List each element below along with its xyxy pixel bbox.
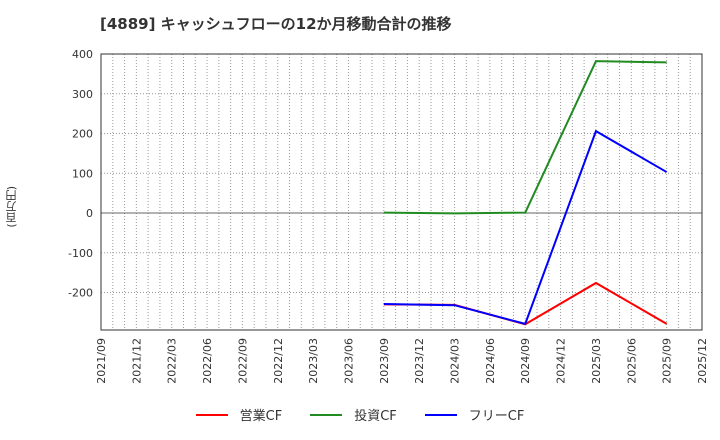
- x-tick-label: 2022/03: [166, 338, 179, 384]
- x-tick-label: 2024/06: [484, 338, 497, 384]
- plot-frame: [100, 53, 703, 331]
- chart-title: [4889] キャッシュフローの12か月移動合計の推移: [100, 15, 452, 33]
- legend-item-investing-cf: 投資CF: [310, 405, 397, 424]
- x-tick-label: 2023/12: [413, 338, 426, 384]
- series-line-free-cf: [383, 129, 668, 326]
- x-tick-label: 2024/09: [519, 338, 532, 384]
- y-tick-label: 100: [72, 167, 93, 180]
- x-tick-label: 2023/06: [342, 338, 355, 384]
- x-tick-label: 2024/12: [555, 338, 568, 384]
- x-tick-label: 2022/06: [201, 338, 214, 384]
- y-tick-label: -200: [68, 287, 93, 300]
- x-tick-label: 2021/12: [130, 338, 143, 384]
- legend-label: フリーCF: [468, 409, 525, 424]
- x-tick-label: 2025/09: [661, 338, 674, 384]
- legend-item-operating-cf: 営業CF: [195, 405, 283, 424]
- legend-swatch-investing-cf: [310, 413, 343, 416]
- y-tick-label: -100: [68, 247, 93, 260]
- y-tick-label: 400: [72, 48, 93, 61]
- x-tick-label: 2022/09: [236, 338, 249, 384]
- legend-item-free-cf: フリーCF: [424, 405, 525, 424]
- legend-swatch-free-cf: [424, 413, 457, 416]
- legend-swatch-operating-cf: [195, 413, 228, 416]
- series-line-investing-cf: [383, 60, 667, 215]
- x-tick-label: 2021/09: [95, 338, 108, 384]
- legend: 営業CF 投資CF フリーCF: [0, 405, 720, 424]
- x-tick-label: 2023/03: [307, 338, 320, 384]
- y-tick-label: 300: [72, 88, 93, 101]
- y-tick-label: 0: [86, 207, 93, 220]
- x-tick-label: 2025/06: [625, 338, 638, 384]
- x-tick-label: 2022/12: [272, 338, 285, 384]
- x-tick-label: 2025/03: [590, 338, 603, 384]
- legend-label: 営業CF: [239, 409, 283, 424]
- legend-label: 投資CF: [354, 409, 397, 424]
- x-tick-label: 2023/09: [378, 338, 391, 384]
- x-tick-label: 2025/12: [696, 338, 709, 384]
- y-tick-label: 200: [72, 128, 93, 141]
- x-tick-label: 2024/03: [449, 338, 462, 384]
- plot-area: 400 300 200 100 0 -100 -200 2021/09 2021/12 2022/…: [68, 48, 709, 384]
